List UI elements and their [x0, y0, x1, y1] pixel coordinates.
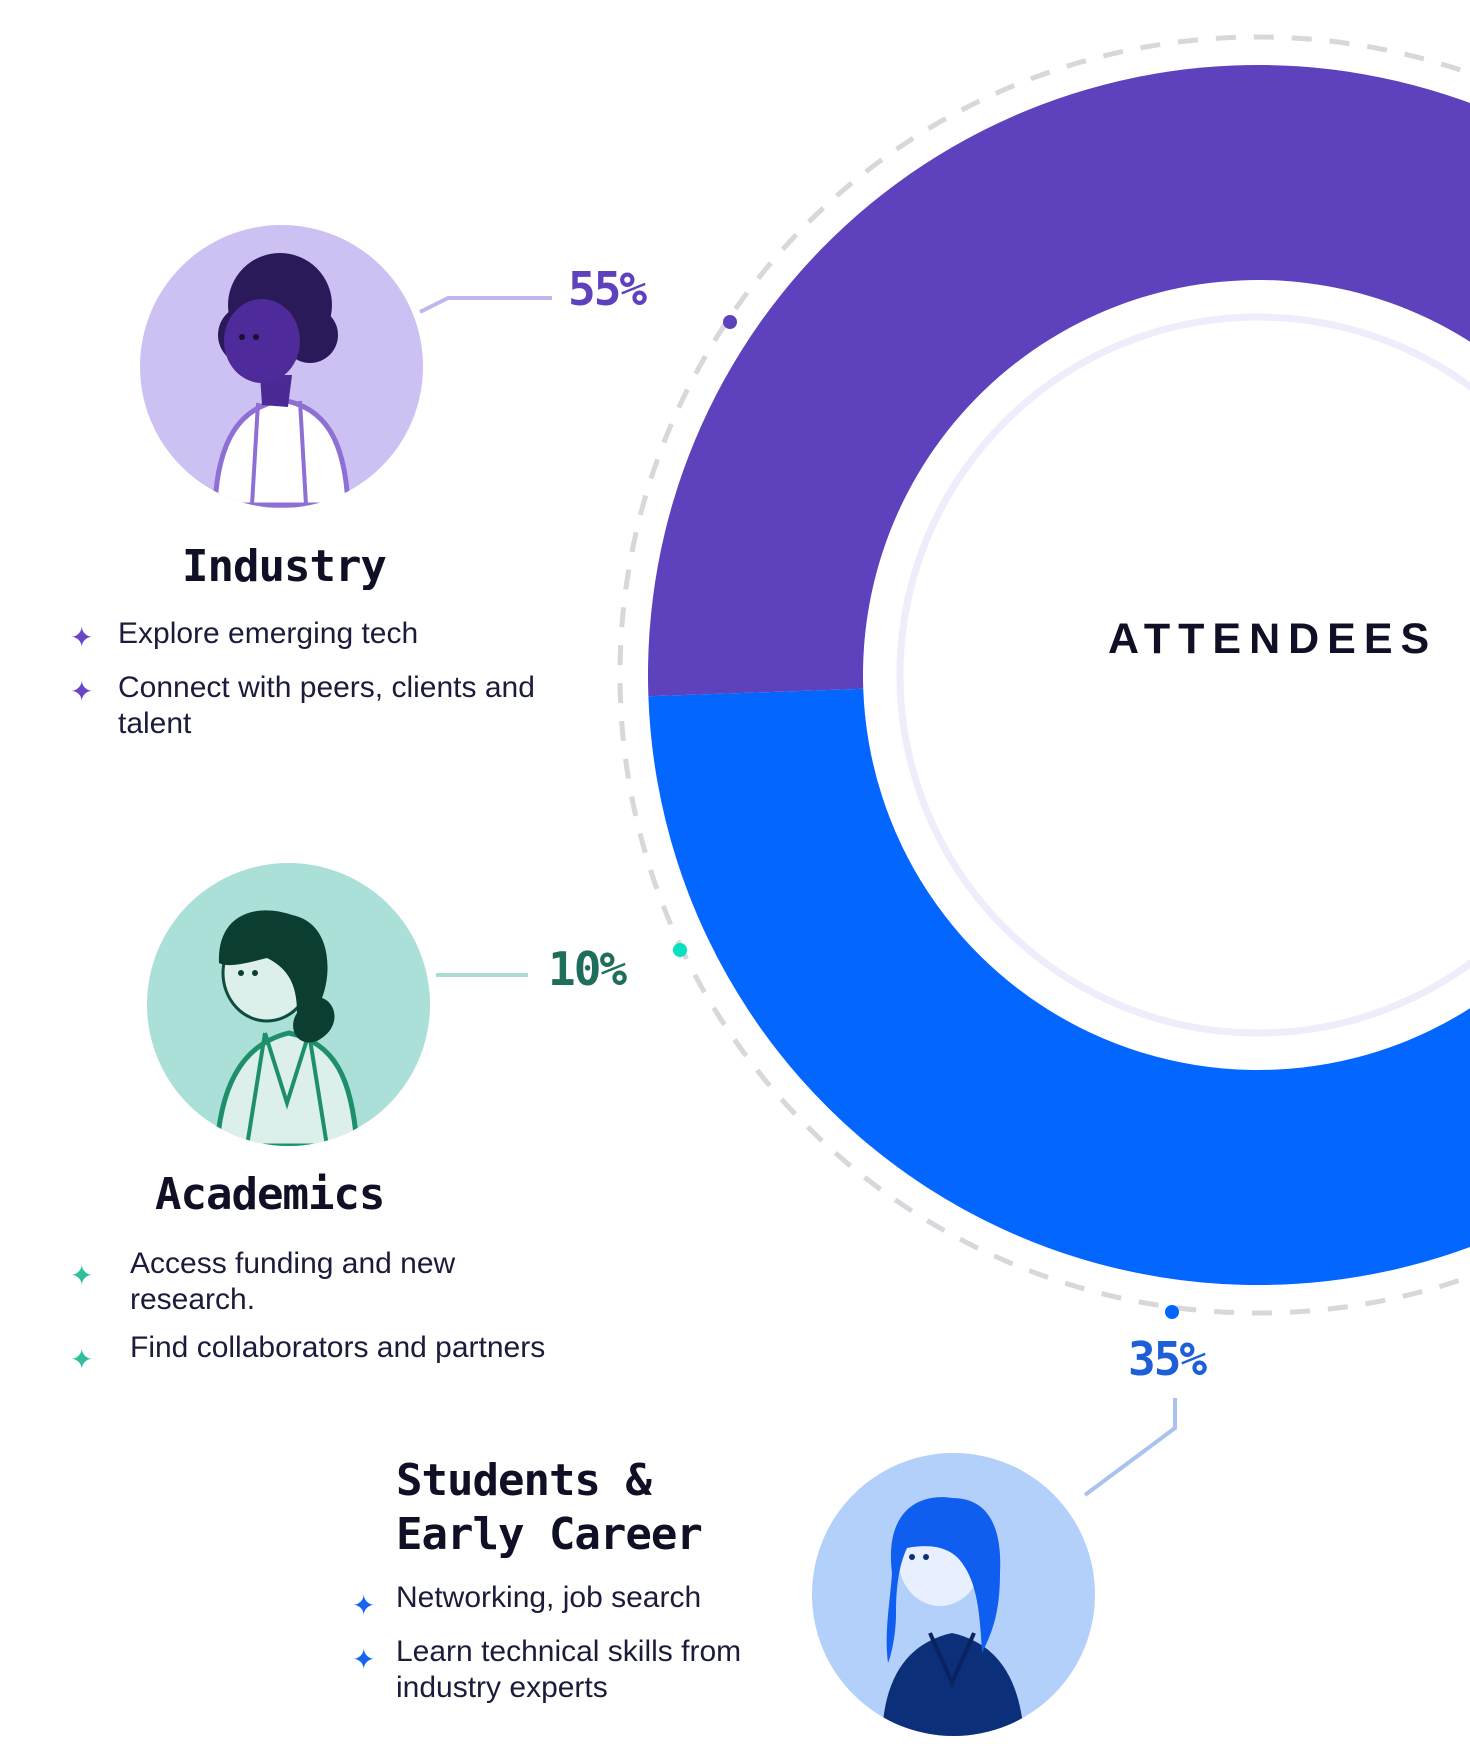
academics-bullet-text: Find collaborators and partners: [130, 1331, 546, 1364]
sparkle-star-icon: ✦: [70, 622, 94, 653]
sparkle-star-icon: ✦: [352, 1590, 376, 1621]
students-bullet-item: ✦ Learn technical skills from industry ex…: [352, 1634, 802, 1706]
sparkle-star-icon: ✦: [70, 676, 94, 707]
sparkle-star-icon: ✦: [70, 1260, 94, 1291]
academics-bullet-item: ✦ Find collaborators and partners: [70, 1330, 550, 1374]
academics-title: Academics: [155, 1169, 385, 1220]
industry-marker-dot: [723, 315, 737, 329]
attendees-center-label: ATTENDEES: [1108, 615, 1438, 663]
industry-slice: [648, 65, 1470, 697]
students-title-line: Students &: [396, 1455, 652, 1506]
sparkle-star-icon: ✦: [70, 1344, 94, 1375]
students-title-line: Early Career: [396, 1509, 703, 1560]
student-person-avatar: [812, 1453, 1095, 1736]
industry-connector-line: [419, 296, 552, 314]
academic-person-avatar: [147, 863, 430, 1146]
students-bullet-text: Learn technical skills from industry exp…: [396, 1635, 742, 1704]
academics-percent-label: 10%: [548, 942, 627, 996]
students-percent-label: 35%: [1128, 1332, 1207, 1386]
industry-bullet-list: ✦ Explore emerging tech ✦ Connect with pee…: [70, 616, 540, 760]
inner-ring-outline: [896, 313, 1470, 1037]
academics-marker-dot: [673, 943, 687, 957]
industry-bullet-text: Explore emerging tech: [118, 617, 419, 650]
academics-bullet-item: ✦ Access funding and new research.: [70, 1246, 550, 1318]
industry-bullet-text: Connect with peers, clients and talent: [118, 671, 535, 740]
students-bullet-item: ✦ Networking, job search: [352, 1580, 802, 1620]
students-connector-line: [1083, 1398, 1177, 1497]
students-marker-dot: [1165, 1305, 1179, 1319]
students-early-career-slice: [648, 688, 1470, 1285]
students-bullet-text: Networking, job search: [396, 1581, 702, 1614]
outer-dashed-ring: [617, 34, 1470, 1316]
students-bullet-list: ✦ Networking, job search ✦ Learn technical…: [352, 1580, 802, 1724]
industry-bullet-item: ✦ Explore emerging tech: [70, 616, 540, 652]
industry-title: Industry: [182, 541, 387, 592]
industry-percent-label: 55%: [568, 262, 647, 316]
students-title: Students & Early Career: [396, 1454, 703, 1562]
academics-bullet-text: Access funding and new research.: [130, 1247, 456, 1316]
sparkle-star-icon: ✦: [352, 1644, 376, 1675]
industry-bullet-item: ✦ Connect with peers, clients and talent: [70, 670, 540, 742]
industry-person-avatar: [140, 225, 423, 508]
academics-bullet-list: ✦ Access funding and new research. ✦ Find …: [70, 1246, 550, 1384]
